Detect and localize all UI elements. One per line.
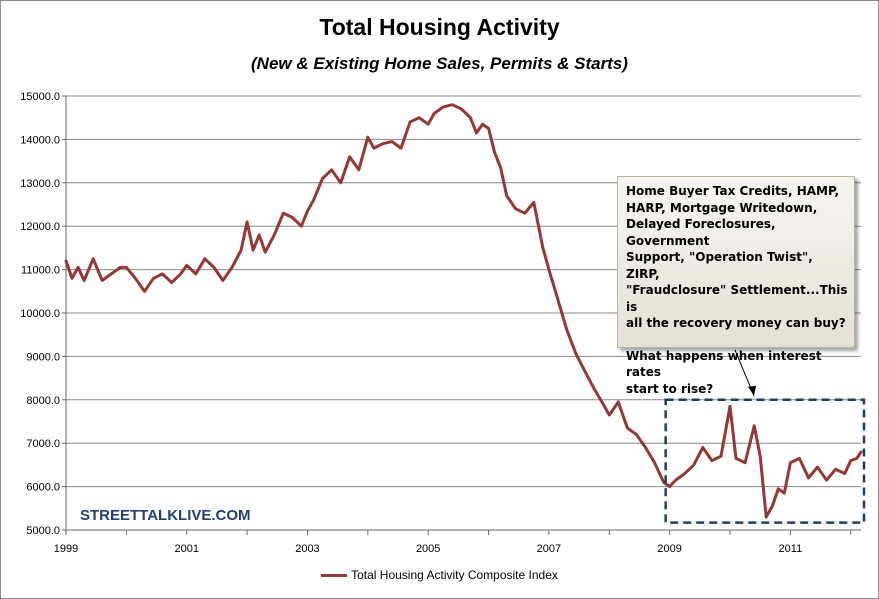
y-tick-label: 14000.0 (20, 134, 60, 146)
x-tick-label: 1999 (54, 543, 78, 555)
annotation-text-1: Home Buyer Tax Credits, HAMP, HARP, Mort… (626, 184, 848, 330)
y-tick-label: 6000.0 (26, 482, 60, 494)
annotation-callout: Home Buyer Tax Credits, HAMP, HARP, Mort… (617, 176, 855, 396)
highlight-box (664, 398, 866, 524)
y-tick-label: 15000.0 (20, 91, 60, 103)
callout-arrowhead (748, 385, 756, 396)
y-tick-label: 13000.0 (20, 178, 60, 190)
annotation-text-2: What happens when interest rates start t… (626, 348, 822, 396)
chart-subtitle: (New & Existing Home Sales, Permits & St… (251, 54, 628, 73)
y-tick-label: 11000.0 (21, 265, 60, 277)
y-tick-label: 8000.0 (26, 395, 60, 407)
y-tick-label: 7000.0 (26, 438, 60, 450)
x-tick-label: 2009 (657, 543, 681, 555)
x-tick-label: 2003 (295, 543, 319, 555)
series-line (64, 103, 863, 519)
x-tick-label: 2001 (174, 543, 198, 555)
legend-line-swatch (321, 574, 348, 578)
legend-label: Total Housing Activity Composite Index (351, 568, 558, 582)
y-tick-label: 10000.0 (20, 308, 60, 320)
watermark: STREETTALKLIVE.COM (80, 507, 251, 524)
x-tick-label: 2011 (779, 543, 803, 555)
y-tick-label: 9000.0 (26, 351, 60, 363)
legend: Total Housing Activity Composite Index (0, 568, 879, 582)
x-tick-label: 2005 (416, 543, 440, 555)
chart-title: Total Housing Activity (319, 14, 560, 40)
y-tick-label: 12000.0 (20, 221, 60, 233)
x-tick-label: 2007 (537, 543, 561, 555)
y-tick-label: 5000.0 (26, 525, 60, 537)
